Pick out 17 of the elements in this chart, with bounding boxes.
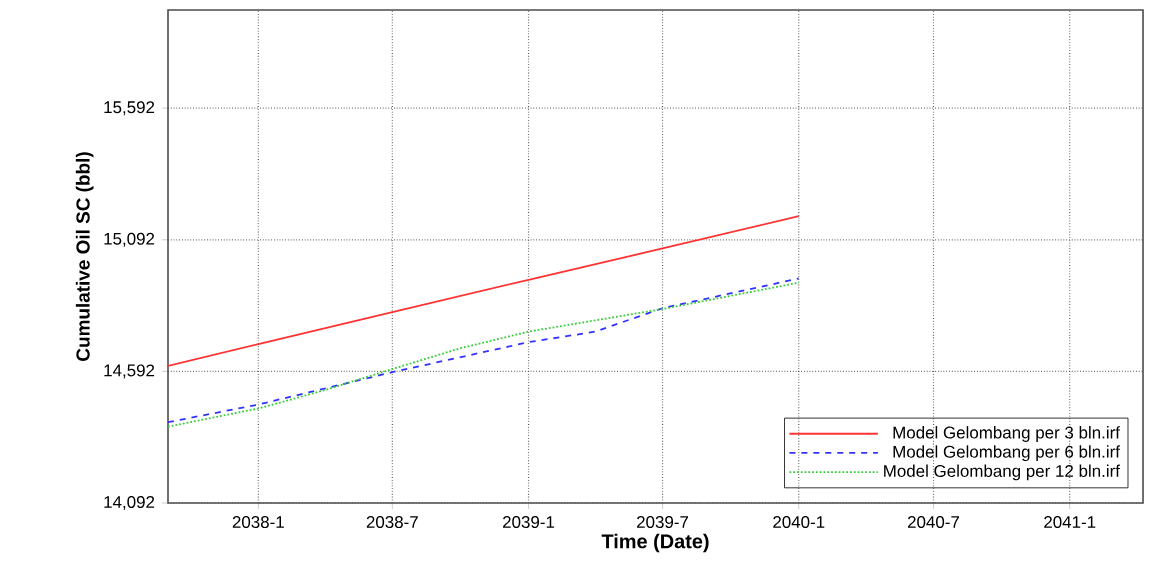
y-tick-label: 15,092 xyxy=(104,232,155,247)
line-series xyxy=(168,215,800,367)
x-axis-title: Time (Date) xyxy=(601,533,709,553)
y-axis-title: Cumulative Oil SC (bbl) xyxy=(75,152,94,361)
x-tick-label: 2038-1 xyxy=(232,516,284,529)
x-tick-label: 2041-1 xyxy=(1044,516,1096,529)
y-tick-label: 14,092 xyxy=(104,496,155,510)
y-tick-label: 14,592 xyxy=(104,364,155,379)
x-tick-label: 2040-1 xyxy=(773,516,825,529)
x-tick-label: 2040-7 xyxy=(907,516,959,529)
text: Model Gelombang per 3 bln.irf xyxy=(893,426,1120,442)
x-tick-label: 2038-7 xyxy=(366,516,418,529)
x-tick-label: 2039-7 xyxy=(637,516,689,529)
text: Model Gelombang per 6 bln.irf xyxy=(893,445,1120,462)
x-tick-label: 2039-1 xyxy=(503,516,555,529)
y-tick-label: 15,592 xyxy=(104,101,155,116)
text: Model Gelombang per 12 bln.irf xyxy=(884,464,1120,481)
